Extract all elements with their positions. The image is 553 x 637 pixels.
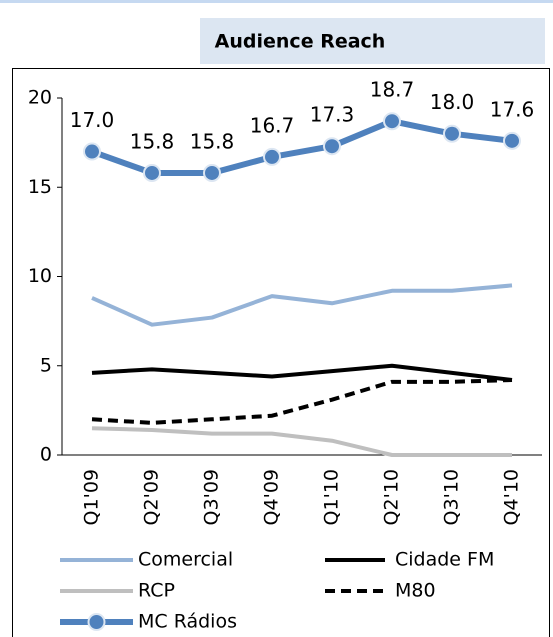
series-line [91, 283, 513, 327]
data-label: 15.8 [130, 129, 175, 153]
chart-frame [12, 68, 550, 637]
y-tick-label: 10 [28, 265, 52, 287]
data-label: 17.3 [310, 103, 355, 127]
series-line [90, 118, 513, 176]
series-line [91, 378, 513, 425]
chart-title: Audience Reach [215, 31, 386, 53]
x-tick-label: Q2'10 [381, 469, 403, 525]
top-strip [0, 0, 553, 3]
x-tick-label: Q4'09 [261, 469, 283, 525]
x-tick-label: Q4'10 [501, 469, 523, 525]
legend-label: Comercial [138, 549, 233, 571]
marker [323, 137, 341, 156]
legend-label: MC Rádios [138, 611, 237, 633]
title-box [200, 18, 545, 64]
marker [503, 131, 521, 150]
x-tick-label: Q2'09 [141, 469, 163, 525]
data-label: 18.0 [430, 90, 475, 114]
x-tick-label: Q3'10 [441, 469, 463, 525]
series-line [91, 363, 513, 383]
y-tick-label: 5 [40, 354, 52, 376]
x-tick-label: Q1'09 [81, 469, 103, 525]
legend-label: RCP [138, 580, 175, 602]
marker [263, 147, 281, 166]
legend-marker [87, 613, 106, 631]
data-label: 16.7 [250, 113, 295, 137]
data-label: 17.0 [70, 108, 115, 132]
data-label: 17.6 [490, 97, 535, 121]
data-label: 18.7 [370, 78, 415, 102]
marker [143, 163, 161, 182]
marker [203, 163, 221, 182]
x-tick-label: Q3'09 [201, 469, 223, 525]
legend-label: Cidade FM [395, 549, 494, 571]
data-label: 15.8 [190, 129, 235, 153]
legend-label: M80 [395, 580, 436, 602]
y-tick-label: 0 [40, 444, 52, 466]
y-tick-label: 15 [28, 176, 52, 198]
marker [83, 142, 101, 161]
marker [383, 112, 401, 131]
x-tick-label: Q1'10 [321, 469, 343, 525]
series-line [91, 426, 512, 457]
marker [443, 124, 461, 143]
y-tick-label: 20 [28, 87, 52, 109]
